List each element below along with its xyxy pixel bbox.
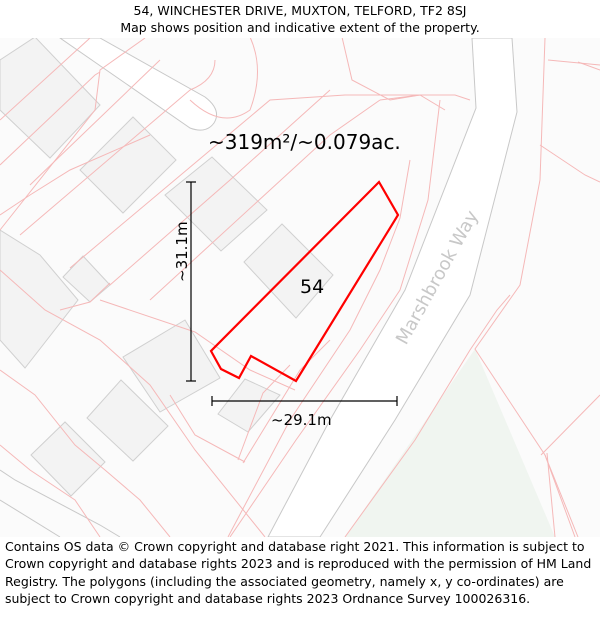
dimension-width-label: ~29.1m <box>271 411 332 429</box>
parcel-boundaries <box>0 38 600 537</box>
road-edge <box>0 469 121 537</box>
buildings <box>0 38 334 497</box>
copyright-footer: Contains OS data © Crown copyright and d… <box>5 539 592 606</box>
property-boundary[interactable] <box>209 180 400 383</box>
property-address: 54, WINCHESTER DRIVE, MUXTON, TELFORD, T… <box>133 3 467 18</box>
building <box>79 116 177 214</box>
area-label: ~319m²/~0.079ac. <box>208 130 401 154</box>
building <box>122 319 221 413</box>
road-edge <box>0 499 61 537</box>
building <box>217 378 281 433</box>
building <box>0 229 79 369</box>
map-header: 54, WINCHESTER DRIVE, MUXTON, TELFORD, T… <box>0 0 600 38</box>
map-canvas <box>0 38 600 537</box>
road-marshbrook-way <box>267 38 518 537</box>
map-subtitle: Map shows position and indicative extent… <box>120 20 480 35</box>
building <box>86 379 169 462</box>
dimension-height-label: ~31.1m <box>173 221 191 282</box>
road-cul-de-sac <box>59 38 217 131</box>
building <box>164 156 268 252</box>
plot-number-label: 54 <box>300 276 325 298</box>
property-map[interactable]: ~319m²/~0.079ac. 54 ~29.1m ~31.1m Marshb… <box>0 38 600 537</box>
building <box>243 223 334 319</box>
dimension-line-vertical <box>186 181 196 382</box>
dimension-line-horizontal <box>211 396 398 406</box>
green-space <box>345 349 555 537</box>
building <box>0 38 101 159</box>
building <box>30 421 106 497</box>
